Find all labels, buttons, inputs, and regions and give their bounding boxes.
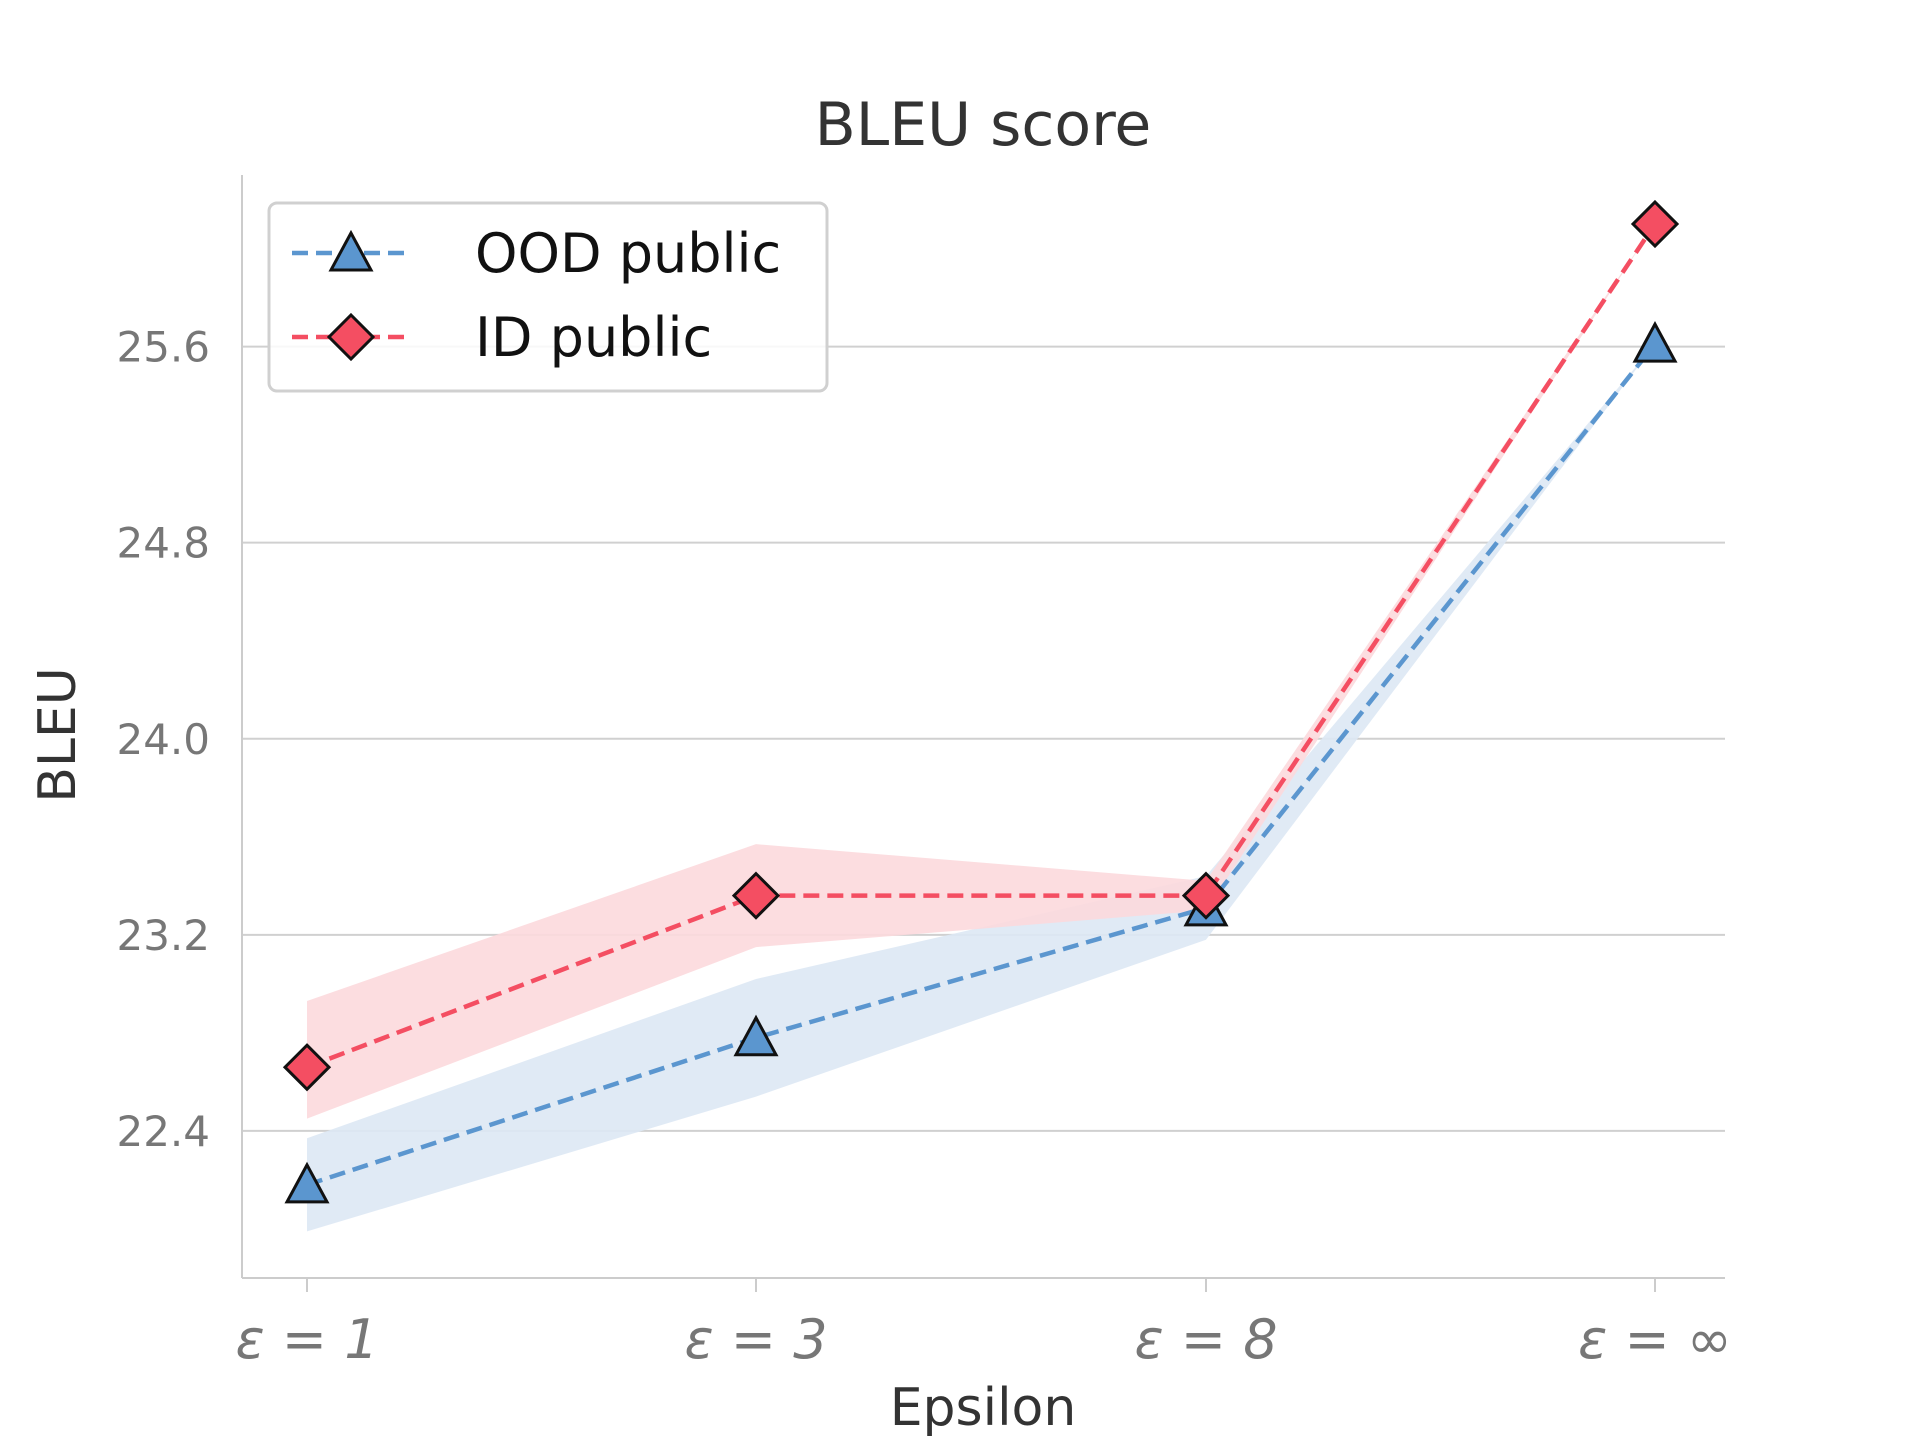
ood-public-line bbox=[306, 342, 1657, 1187]
x-tick-label: ε = 3 bbox=[684, 1308, 827, 1371]
id-public-line bbox=[306, 222, 1657, 1070]
x-axis-label: Epsilon bbox=[890, 1378, 1077, 1438]
y-axis-label: BLEU bbox=[28, 667, 88, 803]
ood-public-point bbox=[1632, 320, 1678, 363]
legend: OOD public ID public bbox=[267, 201, 829, 393]
y-tick-label: 23.2 bbox=[116, 911, 210, 960]
id-public-point bbox=[282, 1043, 332, 1092]
ood-public-legend-marker bbox=[328, 229, 374, 272]
id-public-band bbox=[307, 224, 1655, 1119]
confidence-bands bbox=[307, 224, 1655, 1232]
chart-title: BLEU score bbox=[815, 90, 1152, 160]
id-public-legend-marker bbox=[326, 312, 376, 362]
legend-entries: OOD public ID public bbox=[292, 222, 781, 369]
id-public-legend-label: ID public bbox=[475, 306, 712, 369]
id-public-point bbox=[1181, 871, 1231, 920]
ood-public-legend-label: OOD public bbox=[475, 222, 781, 285]
x-tick-label: ε = 8 bbox=[1134, 1308, 1277, 1371]
legend-box bbox=[267, 201, 829, 393]
y-tick-label: 25.6 bbox=[116, 323, 210, 372]
y-tick-label: 24.0 bbox=[116, 715, 210, 764]
ood-public-point bbox=[733, 1014, 779, 1057]
series-lines bbox=[306, 222, 1657, 1187]
x-tick-label: ε = ∞ bbox=[1578, 1308, 1732, 1371]
axes: 22.4 23.2 24.0 24.8 25.6 ε = 1 ε = 3 ε = 8 ε = ∞ bbox=[116, 175, 1732, 1371]
series-markers bbox=[282, 199, 1680, 1204]
x-tick-label: ε = 1 bbox=[235, 1308, 378, 1371]
y-tick-label: 22.4 bbox=[116, 1107, 210, 1156]
ood-public-point bbox=[284, 1161, 330, 1204]
y-tick-label: 24.8 bbox=[116, 519, 210, 568]
ood-public-band bbox=[307, 344, 1655, 1232]
id-public-point bbox=[731, 871, 781, 920]
id-public-point bbox=[1630, 199, 1680, 249]
